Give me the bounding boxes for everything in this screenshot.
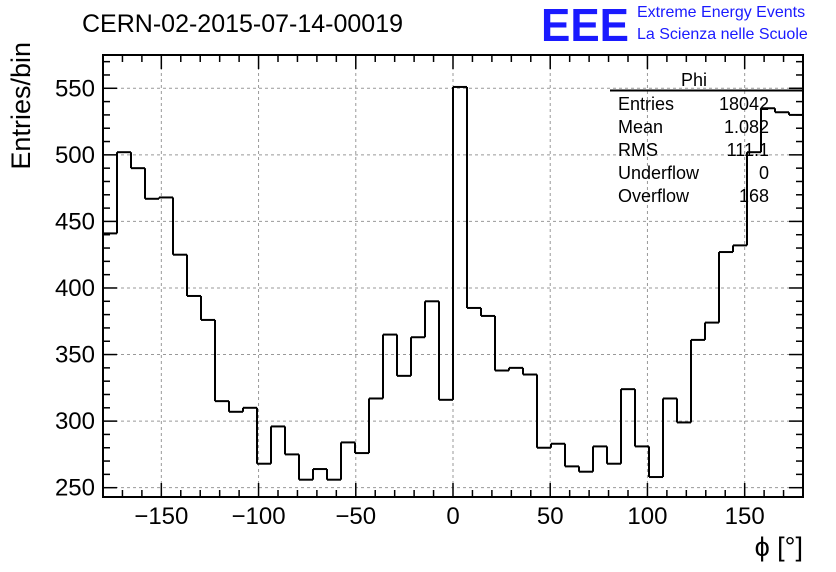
y-axis-label: Entries/bin — [6, 42, 36, 170]
stats-row-label: Underflow — [618, 163, 700, 183]
y-tick-label: 500 — [55, 142, 95, 169]
stats-box-title: Phi — [681, 70, 707, 90]
histogram-bars — [103, 85, 803, 481]
stats-row-label: Mean — [618, 117, 663, 137]
y-tick-label: 250 — [55, 475, 95, 502]
eee-logo-mark: EEE — [541, 0, 629, 51]
y-tick-label: 400 — [55, 275, 95, 302]
stats-row-label: Overflow — [618, 186, 690, 206]
stats-box-rows: Entries 18042 Mean 1.082 RMS 111.1 Underflow 0 O… — [618, 94, 769, 206]
y-tick-label: 350 — [55, 342, 95, 369]
x-tick-label: −50 — [335, 503, 376, 530]
stats-row-value: 1.082 — [724, 117, 769, 137]
stats-row-value: 168 — [739, 186, 769, 206]
stats-row-label: RMS — [618, 140, 658, 160]
x-tick-label: 0 — [446, 503, 459, 530]
x-axis-label: ϕ [°] — [755, 532, 803, 562]
x-tick-label: −150 — [134, 503, 188, 530]
y-tick-label: 450 — [55, 208, 95, 235]
stats-row-value: 18042 — [719, 94, 769, 114]
stats-row-value: 0 — [759, 163, 769, 183]
stats-row-label: Entries — [618, 94, 674, 114]
y-tick-label: 300 — [55, 408, 95, 435]
eee-logo-line1: Extreme Energy Events — [637, 4, 805, 21]
x-tick-label: 150 — [725, 503, 765, 530]
x-tick-label: 50 — [537, 503, 564, 530]
chart-title: CERN-02-2015-07-14-00019 — [82, 10, 403, 38]
tick-labels: −150 −100 −50 0 50 100 150 250 300 350 400 450 500 55… — [55, 75, 765, 530]
x-tick-label: −100 — [232, 503, 286, 530]
stats-box: Phi Entries 18042 Mean 1.082 RMS 111.1 Underfl… — [610, 70, 803, 206]
axes — [102, 54, 804, 498]
stats-row-value: 111.1 — [727, 140, 769, 160]
x-tick-label: 100 — [627, 503, 667, 530]
eee-logo-line2: La Scienza nelle Scuole — [637, 26, 808, 43]
eee-logo: EEE Extreme Energy Events La Scienza nel… — [541, 0, 808, 51]
y-tick-label: 550 — [55, 75, 95, 102]
